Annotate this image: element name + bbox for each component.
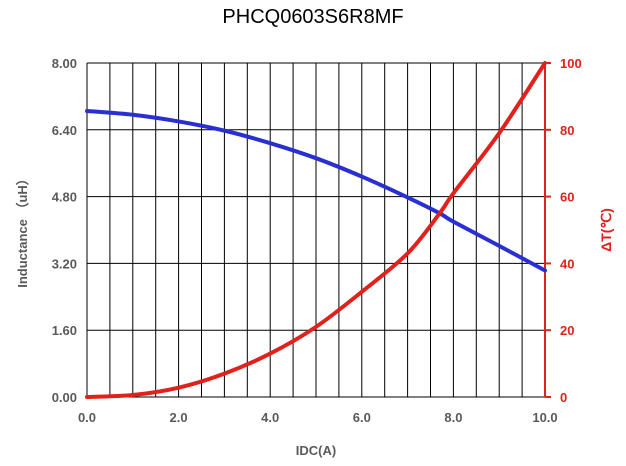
y-right-tick-label: 60 [560,190,574,205]
temperature-rise-line [85,61,547,399]
x-axis-title: IDC(A) [296,443,336,458]
y-right-tick-label: 40 [560,256,574,271]
y-right-tick-label: 80 [560,123,574,138]
x-tick-label: 0.0 [78,410,96,425]
right-axis-title: ΔT(℃) [598,208,614,252]
series-lines [85,61,547,399]
y-left-tick-label: 0.00 [52,390,77,405]
chart-title: PHCQ0603S6R8MF [222,6,404,28]
tick-labels: 0.00 1.60 3.20 4.80 6.40 8.00 0 20 40 60 80 100 0.0 2… [52,56,582,425]
x-tick-label: 8.0 [444,410,462,425]
y-left-tick-label: 6.40 [52,123,77,138]
y-left-tick-label: 1.60 [52,323,77,338]
y-right-tick-label: 20 [560,323,574,338]
y-right-tick-label: 100 [560,56,582,71]
inductance-line [85,109,547,273]
grid [86,62,546,398]
left-axis-title: Inductance （uH） [15,172,30,288]
y-left-tick-label: 4.80 [52,190,77,205]
x-tick-label: 10.0 [532,410,557,425]
x-tick-label: 2.0 [170,410,188,425]
x-tick-label: 6.0 [353,410,371,425]
x-tick-label: 4.0 [261,410,279,425]
y-left-tick-label: 3.20 [52,256,77,271]
y-right-tick-label: 0 [560,390,567,405]
y-left-tick-label: 8.00 [52,56,77,71]
